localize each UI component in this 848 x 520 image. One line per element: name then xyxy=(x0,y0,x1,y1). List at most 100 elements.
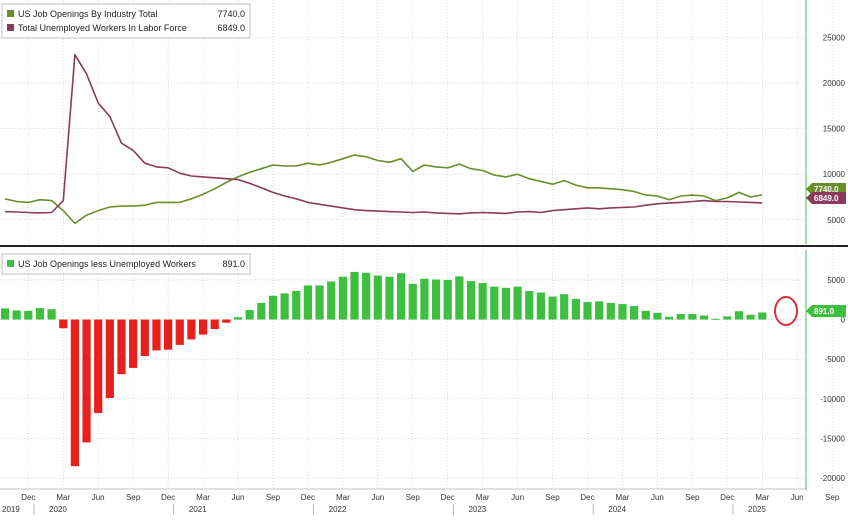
y-tick-label-bottom: 5000 xyxy=(827,276,845,285)
gap-bar xyxy=(699,315,709,320)
gap-last-value-tag: 891.0 xyxy=(806,305,846,317)
gap-bar xyxy=(595,301,604,320)
x-year-label: 2024 xyxy=(608,505,626,514)
gap-bar xyxy=(12,310,21,320)
x-month-tick-label: Jun xyxy=(232,493,245,502)
x-month-tick-label: Sep xyxy=(266,493,281,502)
grid-layer xyxy=(0,0,833,488)
x-month-tick-label: Mar xyxy=(196,493,210,502)
x-year-label: 2019 xyxy=(2,505,20,514)
gap-bar xyxy=(385,276,394,320)
legend-value-openings: 7740.0 xyxy=(217,9,245,19)
x-month-tick-label: Jun xyxy=(791,493,804,502)
gap-bar xyxy=(431,279,441,320)
gap-bar xyxy=(175,319,184,345)
bottom-legend-box xyxy=(1,253,251,275)
gap-bar xyxy=(222,319,231,323)
x-month-tick-label: Jun xyxy=(651,493,664,502)
legend-swatch-unemployed xyxy=(7,24,14,31)
x-month-tick-label: Dec xyxy=(161,493,175,502)
gap-bar xyxy=(676,313,685,320)
openings-last-value-label: 7740.0 xyxy=(814,185,839,194)
x-year-label: 2021 xyxy=(189,505,207,514)
gap-bar xyxy=(35,308,45,320)
x-month-tick-label: Dec xyxy=(21,493,35,502)
legend-swatch-gap xyxy=(7,260,14,267)
gap-bar xyxy=(245,310,254,320)
gap-bar xyxy=(408,283,417,320)
unemployed-last-value-label: 6849.0 xyxy=(814,194,839,203)
x-year-label: 2020 xyxy=(49,505,67,514)
legend-swatch-openings xyxy=(7,10,14,17)
gap-bar xyxy=(362,272,371,320)
gap-bar xyxy=(746,314,755,320)
gap-bar xyxy=(338,276,347,320)
x-month-tick-label: Jun xyxy=(511,493,524,502)
y-tick-label-bottom: -20000 xyxy=(820,474,845,483)
gap-bar xyxy=(47,309,56,320)
gap-bar xyxy=(630,306,639,320)
y-tick-label-top: 5000 xyxy=(827,216,845,225)
gap-bar xyxy=(758,312,767,320)
legend-value-gap: 891.0 xyxy=(222,259,245,269)
gap-bar xyxy=(711,318,720,320)
gap-bar xyxy=(548,296,557,320)
gap-bar xyxy=(653,312,662,320)
gap-bar xyxy=(525,290,534,320)
x-month-tick-label: Mar xyxy=(56,493,70,502)
x-month-tick-label: Sep xyxy=(406,493,421,502)
x-month-tick-label: Sep xyxy=(126,493,141,502)
legend-label-openings: US Job Openings By Industry Total xyxy=(18,9,157,19)
lines-layer xyxy=(4,53,763,225)
latest-bar-highlight-circle xyxy=(774,296,798,326)
gap-bar xyxy=(257,302,266,320)
gap-bar xyxy=(0,308,10,320)
gap-bar xyxy=(373,275,382,320)
gap-bar xyxy=(129,319,138,368)
x-month-tick-label: Sep xyxy=(825,493,840,502)
gap-bar xyxy=(571,298,580,320)
x-year-label: 2025 xyxy=(748,505,766,514)
y-tick-label-bottom: 0 xyxy=(841,316,846,325)
gap-bar xyxy=(117,319,126,375)
x-month-tick-label: Dec xyxy=(301,493,315,502)
gap-last-value-label: 891.0 xyxy=(814,307,835,316)
gap-bar xyxy=(478,283,487,320)
gap-bar xyxy=(152,319,161,351)
unemployed-last-value-tag-shape xyxy=(806,192,846,204)
legend-label-gap: US Job Openings less Unemployed Workers xyxy=(18,259,196,269)
y-tick-label-top: 20000 xyxy=(823,79,846,88)
gap-bar xyxy=(397,273,406,320)
x-month-tick-label: Mar xyxy=(476,493,490,502)
gap-bar xyxy=(723,316,732,320)
gap-bar xyxy=(70,319,79,467)
gap-bar xyxy=(292,290,301,320)
unemployed-last-value-tag: 6849.0 xyxy=(806,192,846,204)
gap-bar xyxy=(490,286,499,320)
x-month-tick-label: Mar xyxy=(755,493,769,502)
gap-bar xyxy=(501,287,511,320)
gap-bar xyxy=(350,271,359,320)
x-year-label: 2022 xyxy=(329,505,347,514)
gap-bar xyxy=(140,319,149,356)
gap-bar xyxy=(280,293,289,320)
y-tick-label-bottom: -15000 xyxy=(820,434,845,443)
gap-bar xyxy=(164,319,173,350)
gap-bar xyxy=(59,319,68,329)
gap-bar xyxy=(327,281,336,320)
gap-bar xyxy=(688,313,697,320)
gap-bar xyxy=(94,319,103,414)
gap-bar xyxy=(24,310,33,320)
openings-series-line xyxy=(4,154,763,225)
bottom-legend: US Job Openings less Unemployed Workers … xyxy=(1,253,251,275)
x-month-tick-label: Sep xyxy=(545,493,560,502)
x-month-tick-label: Mar xyxy=(336,493,350,502)
y-tick-label-top: 15000 xyxy=(823,125,846,134)
gap-bar xyxy=(105,319,114,399)
unemployed-series-line xyxy=(4,53,763,215)
gap-bar xyxy=(560,294,569,320)
gap-bar xyxy=(734,311,744,320)
gap-bar xyxy=(268,295,278,320)
